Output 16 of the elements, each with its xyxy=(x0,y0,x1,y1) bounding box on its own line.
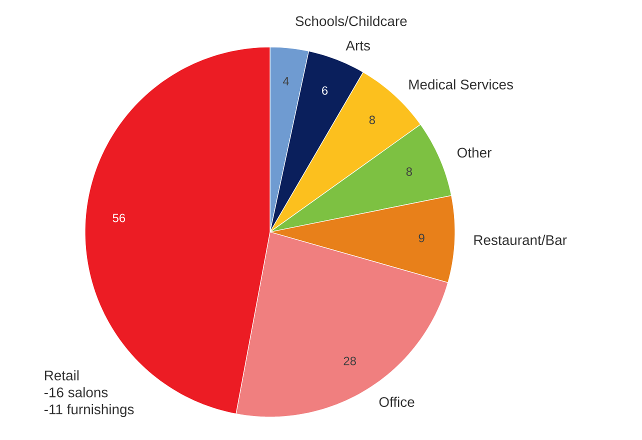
data-label: 9 xyxy=(418,234,424,242)
slice-label: Other xyxy=(457,147,492,158)
slice-label: Office xyxy=(379,396,414,407)
slice-label: Medical Services xyxy=(409,79,514,90)
slice-label: Schools/Childcare xyxy=(296,16,407,26)
slice-label: Restaurant/Bar xyxy=(474,234,567,246)
data-label: 6 xyxy=(322,86,328,95)
data-label: 28 xyxy=(344,356,356,366)
text: -16 salons xyxy=(44,387,108,398)
data-label: 8 xyxy=(369,116,375,124)
text: -11 furnishings xyxy=(44,404,134,418)
slice-label: Arts xyxy=(346,40,370,51)
data-label: 8 xyxy=(406,167,412,176)
data-label: 4 xyxy=(282,77,289,86)
slice-label: Retail xyxy=(44,370,79,380)
data-label: 56 xyxy=(112,214,126,222)
